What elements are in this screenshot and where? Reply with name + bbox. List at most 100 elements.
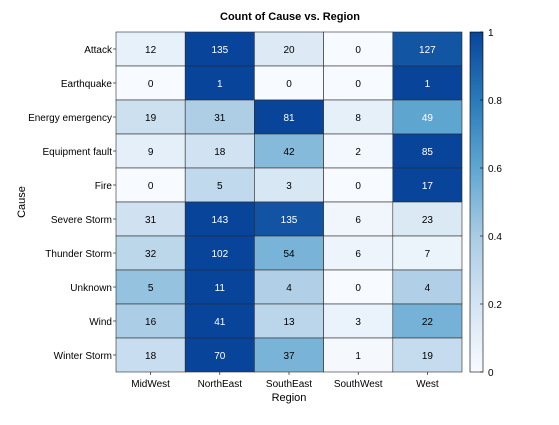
cell-value-label: 0 xyxy=(148,79,154,90)
colorbar: 0 0.2 0.4 0.6 0.8 1 xyxy=(469,28,502,379)
column-label: MidWest xyxy=(131,379,170,390)
column-label: West xyxy=(416,379,439,390)
cell-value-label: 19 xyxy=(422,351,434,362)
heatmap-cell xyxy=(254,133,324,169)
cell-value-label: 5 xyxy=(217,181,223,192)
cell-value-label: 32 xyxy=(145,249,157,260)
column-label: NorthEast xyxy=(198,379,243,390)
cell-value-label: 18 xyxy=(214,147,226,158)
heatmap-cell xyxy=(323,201,394,237)
colorbar-tick-label: 0.4 xyxy=(488,232,502,243)
heatmap-cell xyxy=(184,99,255,135)
heatmap-cell xyxy=(323,31,394,67)
heatmap-cell xyxy=(254,99,324,135)
cell-value-label: 5 xyxy=(148,283,154,294)
cell-value-label: 18 xyxy=(145,351,157,362)
heatmap-cell xyxy=(392,133,463,169)
colorbar-tick-label: 0.6 xyxy=(488,164,502,175)
column-labels: MidWest NorthEast SouthEast SouthWest West xyxy=(131,372,439,390)
cell-value-label: 22 xyxy=(422,317,434,328)
x-axis-label: Region xyxy=(272,392,307,404)
colorbar-tick-label: 1 xyxy=(488,28,494,39)
heatmap-cell xyxy=(184,303,255,339)
heatmap-cell xyxy=(392,303,463,339)
cell-value-label: 3 xyxy=(286,181,292,192)
row-label: Winter Storm xyxy=(54,351,112,362)
colorbar-tick-label: 0 xyxy=(488,368,494,379)
heatmap-cell xyxy=(323,99,394,135)
cell-value-label: 2 xyxy=(355,147,361,158)
heatmap-cell xyxy=(392,235,463,271)
heatmap-cell xyxy=(392,337,463,373)
row-label: Thunder Storm xyxy=(45,249,112,260)
colorbar-tick-label: 0.2 xyxy=(488,300,502,311)
cell-value-label: 42 xyxy=(283,147,295,158)
cell-value-label: 143 xyxy=(211,215,228,226)
cell-value-label: 127 xyxy=(419,45,436,56)
heatmap-cell xyxy=(115,167,186,203)
cell-value-label: 3 xyxy=(355,317,361,328)
cell-value-label: 13 xyxy=(283,317,295,328)
cell-value-label: 7 xyxy=(425,249,431,260)
row-label: Fire xyxy=(95,181,113,192)
cell-value-label: 4 xyxy=(286,283,292,294)
heatmap-cell xyxy=(254,65,324,101)
cell-value-label: 85 xyxy=(422,147,434,158)
cell-value-label: 11 xyxy=(215,283,226,294)
cell-value-label: 0 xyxy=(355,181,361,192)
heatmap-cell xyxy=(115,269,186,305)
row-label: Unknown xyxy=(70,283,112,294)
column-label: SouthWest xyxy=(334,379,383,390)
heatmap-cell xyxy=(254,337,324,373)
cell-value-label: 31 xyxy=(145,215,157,226)
heatmap-cell xyxy=(392,167,463,203)
cell-value-label: 0 xyxy=(355,79,361,90)
cell-value-label: 81 xyxy=(283,113,295,124)
heatmap-cell xyxy=(254,269,324,305)
cell-value-label: 135 xyxy=(281,215,298,226)
cell-value-label: 0 xyxy=(148,181,154,192)
colorbar-gradient xyxy=(469,31,484,373)
heatmap-cell xyxy=(115,65,186,101)
heatmap-cell xyxy=(115,235,186,271)
row-label: Attack xyxy=(84,45,113,56)
cell-value-label: 31 xyxy=(214,113,226,124)
heatmap-cell xyxy=(184,201,255,237)
cell-value-label: 0 xyxy=(286,79,292,90)
heatmap-cell xyxy=(392,201,463,237)
cell-value-label: 4 xyxy=(425,283,431,294)
heatmap-cell xyxy=(115,337,186,373)
cell-value-label: 1 xyxy=(217,79,223,90)
heatmap-cell xyxy=(392,65,463,101)
heatmap-cell xyxy=(323,337,394,373)
cell-value-label: 41 xyxy=(214,317,226,328)
cell-value-label: 54 xyxy=(283,249,295,260)
cell-value-label: 8 xyxy=(355,113,361,124)
heatmap-cell xyxy=(254,303,324,339)
cell-value-label: 17 xyxy=(422,181,434,192)
cell-value-label: 102 xyxy=(211,249,228,260)
row-label: Wind xyxy=(89,317,112,328)
row-labels: Attack Earthquake Energy emergency Equipmen… xyxy=(28,45,116,362)
heatmap-cell xyxy=(184,269,255,305)
heatmap-cell xyxy=(254,201,324,237)
heatmap-cell xyxy=(184,31,255,67)
cell-value-label: 6 xyxy=(355,215,361,226)
heatmap-cell xyxy=(392,269,463,305)
cell-value-label: 12 xyxy=(145,45,157,56)
cell-value-label: 9 xyxy=(148,147,154,158)
heatmap-cell xyxy=(184,133,255,169)
cell-value-label: 16 xyxy=(145,317,157,328)
cell-value-label: 0 xyxy=(355,45,361,56)
heatmap-cell xyxy=(392,99,463,135)
heatmap-cell xyxy=(323,133,394,169)
column-label: SouthEast xyxy=(266,379,312,390)
heatmap-cell xyxy=(254,31,324,67)
cell-value-label: 37 xyxy=(283,351,295,362)
row-label: Earthquake xyxy=(61,79,113,90)
heatmap-cell xyxy=(115,31,186,67)
cell-value-label: 135 xyxy=(211,45,228,56)
row-label: Equipment fault xyxy=(43,147,113,158)
